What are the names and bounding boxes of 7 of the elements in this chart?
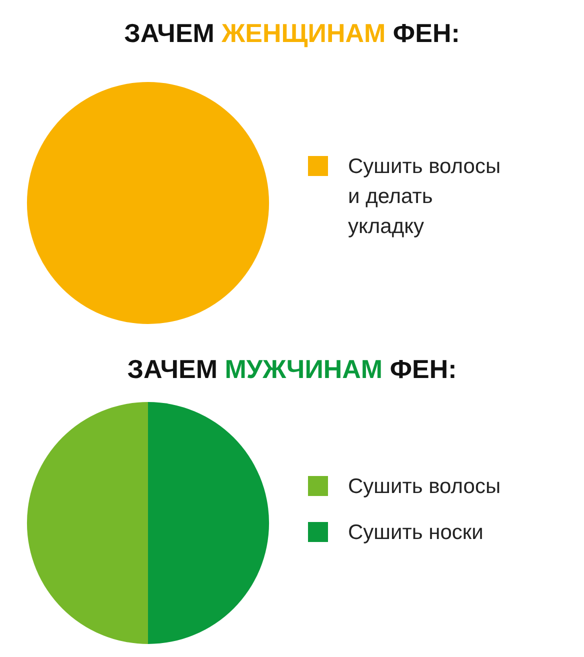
pie-slice [27,402,148,644]
legend-label: Сушить волосы [348,475,501,498]
chart-title: ЗАЧЕМ МУЖЧИНАМ ФЕН: [127,354,457,384]
pie-slice [148,402,269,644]
chart-title: ЗАЧЕМ ЖЕНЩИНАМ ФЕН: [124,18,460,48]
legend-label: Сушить волосы и делать укладку [348,155,501,238]
legend-label: Сушить носки [348,521,484,544]
